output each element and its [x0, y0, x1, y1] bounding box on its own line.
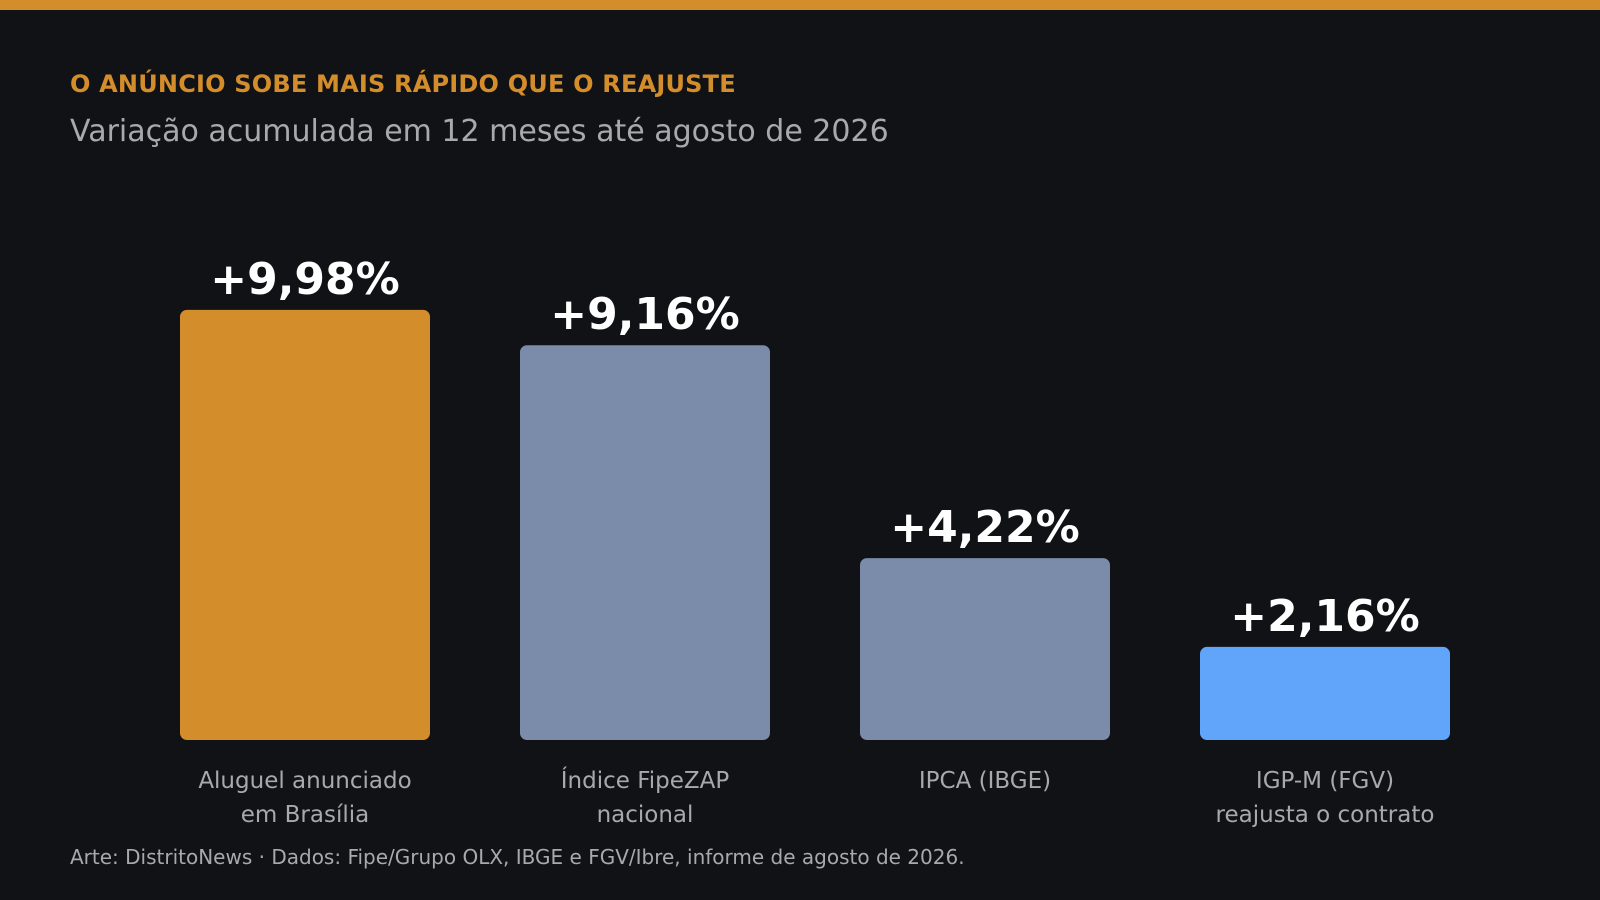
value-label-2: +9,16%: [550, 289, 740, 340]
bar-4: [1200, 646, 1450, 740]
source-note: Arte: DistritoNews · Dados: Fipe/Grupo O…: [70, 845, 965, 869]
category-label-2-line-1: Índice FipeZAP: [561, 766, 730, 794]
value-label-4: +2,16%: [1230, 591, 1420, 642]
category-label-1-line-1: Aluguel anunciado: [198, 768, 411, 794]
top-accent-bar: [0, 0, 1600, 10]
category-label-3-line-1: IPCA (IBGE): [919, 768, 1051, 794]
value-label-1: +9,98%: [210, 254, 400, 305]
category-label-4-line-2: reajusta o contrato: [1216, 802, 1435, 828]
bar-3: [860, 558, 1110, 740]
category-label-1-line-2: em Brasília: [241, 802, 369, 828]
value-label-3: +4,22%: [890, 502, 1080, 553]
chart-subtitle: Variação acumulada em 12 meses até agost…: [70, 114, 889, 149]
bar-2: [520, 345, 770, 740]
chart-kicker: O ANÚNCIO SOBE MAIS RÁPIDO QUE O REAJUST…: [70, 70, 736, 98]
category-label-2-line-2: nacional: [597, 802, 694, 828]
bar-1: [180, 309, 430, 740]
category-label-4-line-1: IGP-M (FGV): [1256, 768, 1394, 794]
